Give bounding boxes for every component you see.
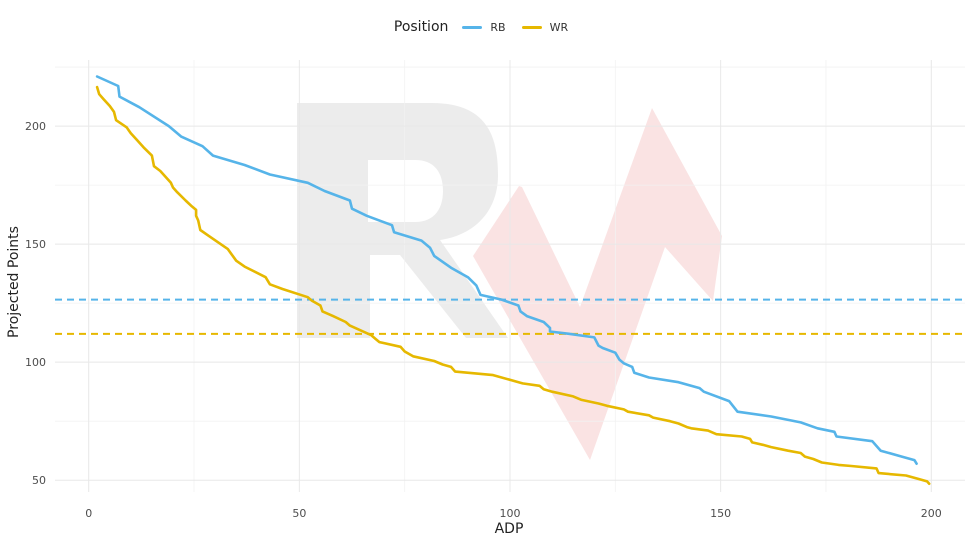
x-tick-label: 200	[921, 507, 942, 520]
reference-lines	[55, 298, 965, 335]
y-axis-title: Projected Points	[6, 226, 22, 338]
x-tick-label: 100	[500, 507, 521, 520]
watermark-logo	[297, 103, 722, 460]
y-tick-label: 200	[25, 120, 46, 133]
legend-title: Position	[393, 19, 449, 35]
legend-key-wr	[521, 25, 542, 29]
x-tick-label: 0	[85, 507, 92, 520]
x-tick-label: 50	[292, 507, 306, 520]
x-axis-title: ADP	[495, 521, 524, 537]
legend-label-rb: RB	[490, 20, 506, 34]
y-tick-label: 50	[32, 474, 46, 487]
series-line-wr	[95, 85, 931, 485]
plot-grid	[55, 60, 965, 492]
y-tick-label: 100	[25, 356, 46, 369]
series-lines	[95, 75, 931, 485]
legend-item-rb: RB	[462, 20, 506, 34]
legend-item-wr: WR	[521, 20, 569, 34]
series-line-rb	[95, 75, 918, 465]
y-axis-ticks: 50 100 150 200	[25, 120, 46, 487]
legend: Position RB WR	[0, 16, 972, 38]
legend-label-wr: WR	[549, 20, 569, 34]
y-tick-label: 150	[25, 238, 46, 251]
x-axis-ticks: 0 50 100 150 200	[85, 507, 942, 520]
legend-key-rb	[462, 25, 483, 29]
x-tick-label: 150	[710, 507, 731, 520]
